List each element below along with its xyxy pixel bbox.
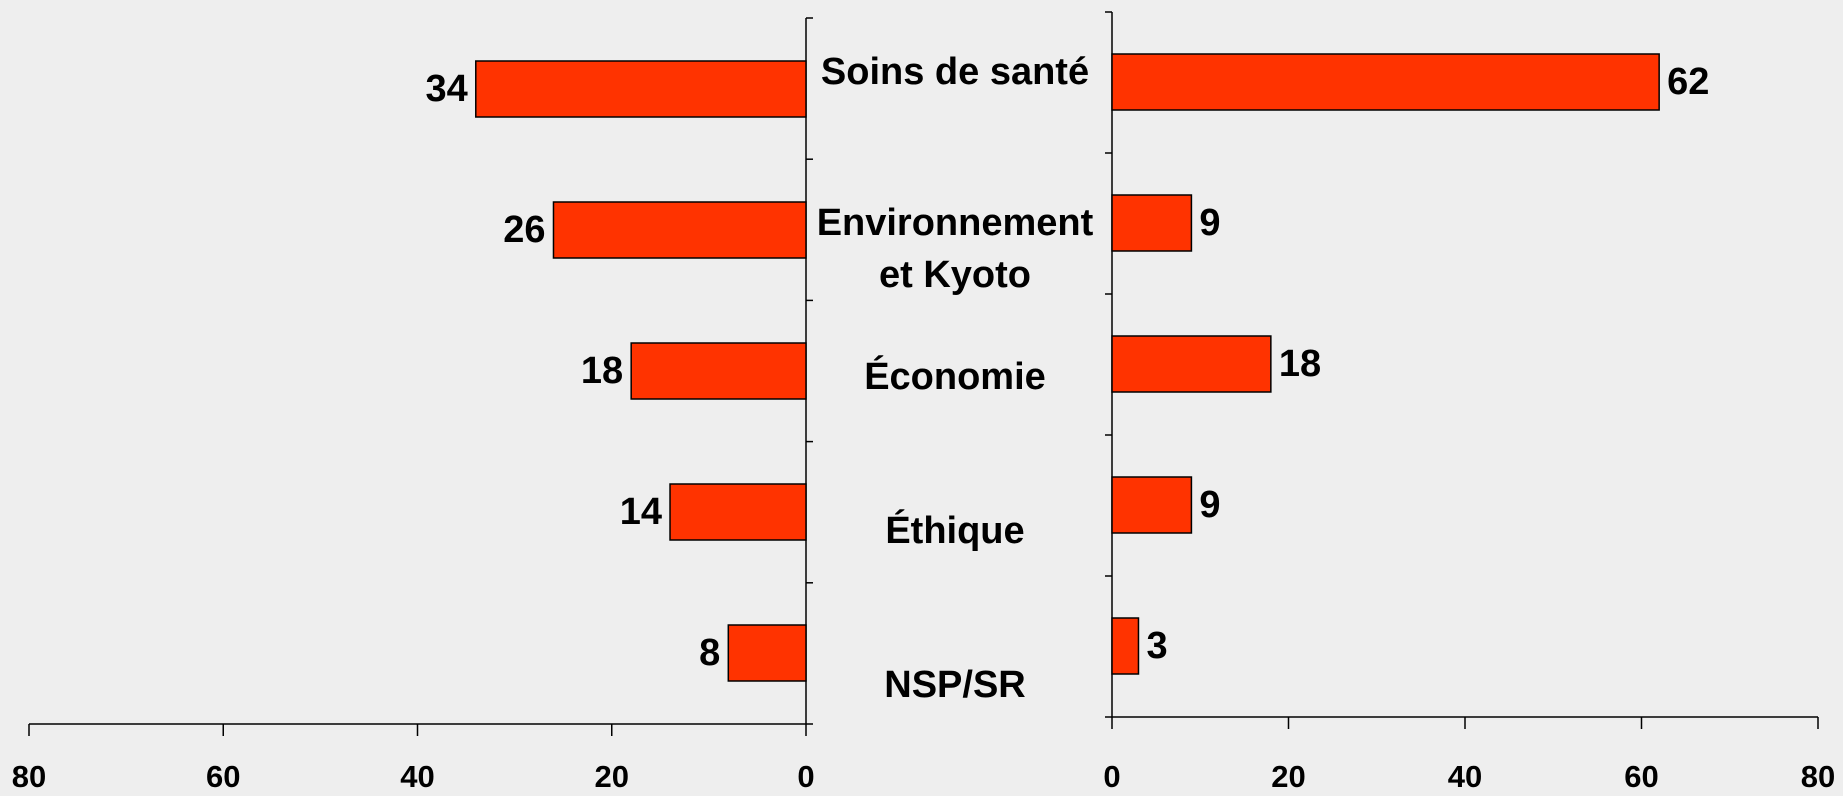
x-tick-label: 0 xyxy=(1103,759,1120,794)
value-label: 62 xyxy=(1667,61,1709,103)
x-tick-label: 20 xyxy=(1271,759,1305,794)
bar xyxy=(727,624,807,682)
bar xyxy=(1111,335,1272,393)
value-label: 8 xyxy=(699,632,720,674)
value-label: 14 xyxy=(620,491,662,533)
bar xyxy=(669,483,807,541)
x-tick-label: 0 xyxy=(797,759,814,794)
category-label: Environnement et Kyoto xyxy=(816,202,1094,296)
bar xyxy=(1111,617,1140,675)
value-label: 26 xyxy=(503,209,545,251)
x-tick-label: 60 xyxy=(206,759,240,794)
x-tick-label: 20 xyxy=(595,759,629,794)
category-label: Soins de santé xyxy=(820,51,1090,93)
x-tick-label: 80 xyxy=(12,759,46,794)
bar xyxy=(1111,476,1193,534)
value-label: 3 xyxy=(1146,625,1167,667)
value-label: 9 xyxy=(1199,484,1220,526)
category-label: Économie xyxy=(864,356,1046,398)
value-label: 9 xyxy=(1199,202,1220,244)
x-tick-label: 40 xyxy=(400,759,434,794)
bar xyxy=(1111,194,1193,252)
value-label: 18 xyxy=(581,350,623,392)
bar xyxy=(475,60,807,118)
bar xyxy=(552,201,807,259)
category-label: NSP/SR xyxy=(884,664,1026,706)
value-label: 34 xyxy=(425,68,467,110)
category-label: Éthique xyxy=(885,510,1025,552)
x-tick-label: 40 xyxy=(1448,759,1482,794)
x-tick-label: 80 xyxy=(1801,759,1835,794)
x-tick-label: 60 xyxy=(1624,759,1658,794)
bar xyxy=(1111,53,1660,111)
bar xyxy=(630,342,807,400)
value-label: 18 xyxy=(1279,343,1321,385)
